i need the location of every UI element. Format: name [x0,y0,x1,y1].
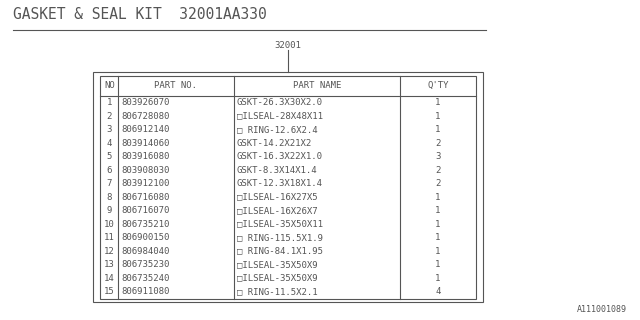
Text: 9: 9 [107,206,112,215]
Text: 806911080: 806911080 [122,287,170,296]
Text: 10: 10 [104,220,115,229]
Text: 806735230: 806735230 [122,260,170,269]
Text: 1: 1 [435,98,440,107]
Text: □ RING-11.5X2.1: □ RING-11.5X2.1 [237,287,317,296]
Text: 1: 1 [435,125,440,134]
Text: 2: 2 [435,166,440,175]
Text: □ RING-84.1X1.95: □ RING-84.1X1.95 [237,247,323,256]
Text: 4: 4 [435,287,440,296]
Text: 806728080: 806728080 [122,112,170,121]
Text: 806984040: 806984040 [122,247,170,256]
Text: □ILSEAL-28X48X11: □ILSEAL-28X48X11 [237,112,323,121]
Text: PART NO.: PART NO. [154,81,198,91]
Text: GASKET & SEAL KIT  32001AA330: GASKET & SEAL KIT 32001AA330 [13,7,266,22]
Text: 803916080: 803916080 [122,152,170,161]
Text: 8: 8 [107,193,112,202]
Text: 803914060: 803914060 [122,139,170,148]
Text: NO: NO [104,81,115,91]
Text: 1: 1 [435,206,440,215]
Text: 1: 1 [435,193,440,202]
Text: □ILSEAL-35X50X11: □ILSEAL-35X50X11 [237,220,323,229]
Text: 803912100: 803912100 [122,179,170,188]
Text: PART NAME: PART NAME [292,81,341,91]
Text: 806900150: 806900150 [122,233,170,242]
Text: 803908030: 803908030 [122,166,170,175]
Text: GSKT-8.3X14X1.4: GSKT-8.3X14X1.4 [237,166,317,175]
Text: 15: 15 [104,287,115,296]
Text: 803926070: 803926070 [122,98,170,107]
Text: 2: 2 [107,112,112,121]
Text: GSKT-16.3X22X1.0: GSKT-16.3X22X1.0 [237,152,323,161]
Text: Q'TY: Q'TY [427,81,449,91]
Text: 1: 1 [435,112,440,121]
Text: □ILSEAL-16X27X5: □ILSEAL-16X27X5 [237,193,317,202]
Text: 12: 12 [104,247,115,256]
Text: 806912140: 806912140 [122,125,170,134]
Text: 5: 5 [107,152,112,161]
Text: 1: 1 [435,220,440,229]
Bar [100,76,476,299]
Text: 4: 4 [107,139,112,148]
Text: 1: 1 [435,247,440,256]
Text: 32001: 32001 [275,41,301,50]
Text: 3: 3 [435,152,440,161]
Text: 806735210: 806735210 [122,220,170,229]
Text: GSKT-14.2X21X2: GSKT-14.2X21X2 [237,139,312,148]
Text: □ RING-12.6X2.4: □ RING-12.6X2.4 [237,125,317,134]
Text: 806735240: 806735240 [122,274,170,283]
Text: GSKT-12.3X18X1.4: GSKT-12.3X18X1.4 [237,179,323,188]
Text: 1: 1 [435,274,440,283]
Text: GSKT-26.3X30X2.0: GSKT-26.3X30X2.0 [237,98,323,107]
Text: 6: 6 [107,166,112,175]
Text: □ILSEAL-35X50X9: □ILSEAL-35X50X9 [237,260,317,269]
Text: 806716070: 806716070 [122,206,170,215]
Text: 3: 3 [107,125,112,134]
Text: 1: 1 [435,233,440,242]
Text: 2: 2 [435,179,440,188]
Text: 14: 14 [104,274,115,283]
Text: 7: 7 [107,179,112,188]
Text: 1: 1 [435,260,440,269]
Text: 11: 11 [104,233,115,242]
Text: 13: 13 [104,260,115,269]
Text: 1: 1 [107,98,112,107]
Text: □ILSEAL-35X50X9: □ILSEAL-35X50X9 [237,274,317,283]
Text: 806716080: 806716080 [122,193,170,202]
Text: □ RING-115.5X1.9: □ RING-115.5X1.9 [237,233,323,242]
Text: 2: 2 [435,139,440,148]
Bar [93,72,483,302]
Text: □ILSEAL-16X26X7: □ILSEAL-16X26X7 [237,206,317,215]
Text: A111001089: A111001089 [577,305,627,314]
